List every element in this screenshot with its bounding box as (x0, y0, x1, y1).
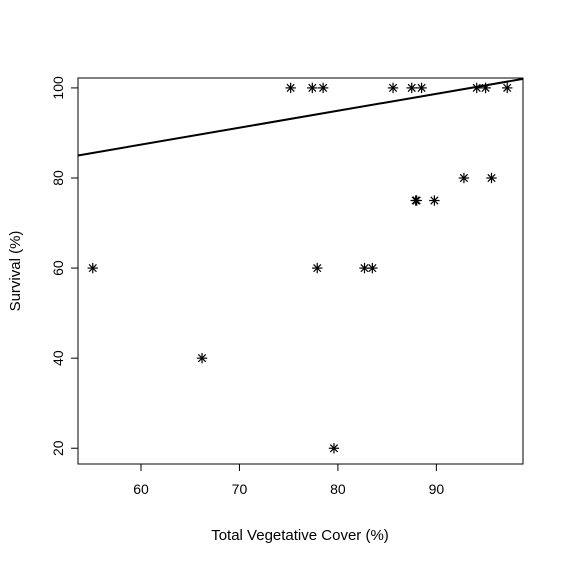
y-tick-label: 60 (50, 260, 66, 276)
data-point (87, 262, 98, 274)
x-tick-label: 90 (429, 481, 445, 497)
data-point (367, 262, 378, 274)
plot-box (77, 77, 524, 465)
data-point (196, 352, 208, 364)
y-tick-label: 40 (50, 350, 66, 366)
y-tick-label: 100 (50, 76, 66, 100)
x-tick-label: 70 (232, 481, 248, 497)
data-point (411, 195, 422, 206)
trend-line (77, 77, 524, 157)
y-tick-label: 80 (50, 170, 66, 186)
x-tick-label: 60 (133, 481, 149, 497)
data-point (328, 443, 340, 454)
data-point (458, 172, 470, 184)
x-axis-title: Total Vegetative Cover (%) (211, 527, 389, 544)
x-axis: 60 70 80 90 (133, 463, 445, 497)
data-point (285, 82, 296, 94)
data-point (387, 82, 399, 94)
data-point (312, 262, 323, 274)
data-point (480, 82, 491, 94)
data-point (486, 172, 497, 184)
data-point (502, 82, 513, 94)
data-point (471, 82, 482, 94)
x-tick-label: 80 (330, 481, 346, 497)
y-axis: 20 40 60 80 100 (50, 76, 79, 456)
data-point (307, 82, 318, 94)
data-point (317, 82, 329, 94)
data-point (406, 82, 417, 94)
data-point (416, 82, 427, 94)
data-point (429, 195, 440, 206)
y-tick-label: 20 (50, 440, 66, 456)
y-axis-title: Survival (%) (7, 231, 24, 312)
data-points (87, 82, 513, 454)
